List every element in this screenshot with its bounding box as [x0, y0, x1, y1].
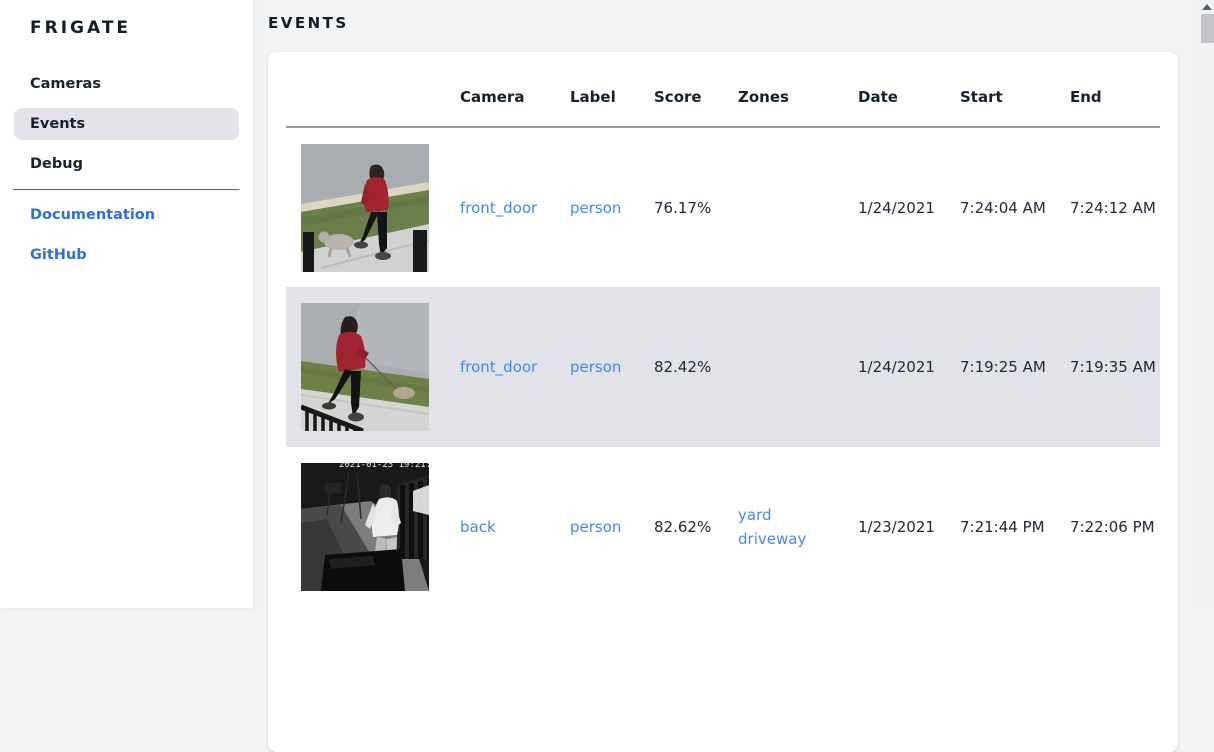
sidebar-link-documentation[interactable]: Documentation — [30, 207, 156, 223]
zone-link[interactable]: driveway — [738, 530, 807, 548]
scroll-up-icon[interactable] — [1202, 4, 1212, 10]
date-value: 1/23/2021 — [858, 518, 935, 536]
table-row: 2021-01-23 19:21:44 back person 82.62% y… — [286, 447, 1160, 607]
end-value: 7:24:12 AM — [1070, 198, 1156, 217]
sidebar-divider — [13, 189, 239, 190]
zone-link[interactable]: yard — [738, 506, 772, 524]
vertical-scrollbar[interactable] — [1199, 0, 1214, 608]
scrollbar-thumb[interactable] — [1201, 14, 1214, 43]
sidebar-nav: Cameras Events Debug Documentation GitHu… — [13, 68, 239, 271]
zones-cell: yard driveway — [724, 447, 844, 607]
date-value: 1/24/2021 — [858, 198, 935, 217]
event-thumbnail[interactable]: 2021-01-23 19:21:44 — [301, 463, 429, 591]
svg-text:2021-01-23 19:21:44: 2021-01-23 19:21:44 — [339, 463, 429, 470]
zones-cell — [724, 287, 844, 447]
sidebar-link-github[interactable]: GitHub — [30, 247, 87, 263]
score-value: 82.42% — [640, 287, 724, 447]
events-card: Camera Label Score Zones Date Start End — [268, 52, 1178, 752]
column-header-label: Label — [556, 52, 640, 128]
start-value: 7:21:44 PM — [960, 518, 1045, 536]
thumbnail-image-person-night: 2021-01-23 19:21:44 — [301, 463, 429, 591]
column-header-score: Score — [640, 52, 724, 128]
column-header-thumbnail — [286, 52, 446, 128]
camera-link[interactable]: front_door — [460, 198, 538, 217]
event-thumbnail[interactable] — [301, 303, 429, 431]
events-table: Camera Label Score Zones Date Start End — [286, 52, 1160, 607]
table-row: front_door person 82.42% 1/24/2021 7:19:… — [286, 287, 1160, 447]
end-value: 7:19:35 AM — [1056, 287, 1160, 447]
sidebar: FRIGATE Cameras Events Debug Documentati… — [0, 0, 253, 608]
event-thumbnail[interactable] — [301, 143, 429, 272]
end-value: 7:22:06 PM — [1070, 518, 1155, 536]
column-header-start: Start — [946, 52, 1056, 128]
thumbnail-image-person-red-coat — [301, 143, 429, 272]
start-value: 7:19:25 AM — [946, 287, 1056, 447]
column-header-zones: Zones — [724, 52, 844, 128]
app-title: FRIGATE — [30, 18, 132, 38]
start-value: 7:24:04 AM — [960, 198, 1046, 217]
score-value: 82.62% — [654, 518, 712, 536]
label-link[interactable]: person — [570, 198, 622, 217]
main-content: EVENTS Camera Label Score Zones Date Sta… — [253, 0, 1199, 752]
column-header-camera: Camera — [446, 52, 556, 128]
score-value: 76.17% — [654, 198, 712, 217]
camera-link[interactable]: back — [460, 518, 496, 536]
label-link[interactable]: person — [570, 518, 622, 536]
sidebar-item-events[interactable]: Events — [14, 108, 239, 140]
page-title: EVENTS — [268, 14, 349, 32]
events-table-header: Camera Label Score Zones Date Start End — [286, 52, 1160, 128]
events-table-body: front_door person 76.17% 1/24/2021 7:24:… — [286, 127, 1160, 607]
date-value: 1/24/2021 — [844, 287, 946, 447]
table-row: front_door person 76.17% 1/24/2021 7:24:… — [286, 127, 1160, 287]
camera-link[interactable]: front_door — [460, 358, 538, 376]
label-link[interactable]: person — [570, 358, 622, 376]
thumbnail-image-person-red-hoodie — [301, 303, 429, 431]
sidebar-item-cameras[interactable]: Cameras — [30, 76, 101, 92]
sidebar-item-debug[interactable]: Debug — [30, 156, 83, 172]
column-header-date: Date — [844, 52, 946, 128]
zones-cell — [724, 127, 844, 287]
column-header-end: End — [1056, 52, 1160, 128]
